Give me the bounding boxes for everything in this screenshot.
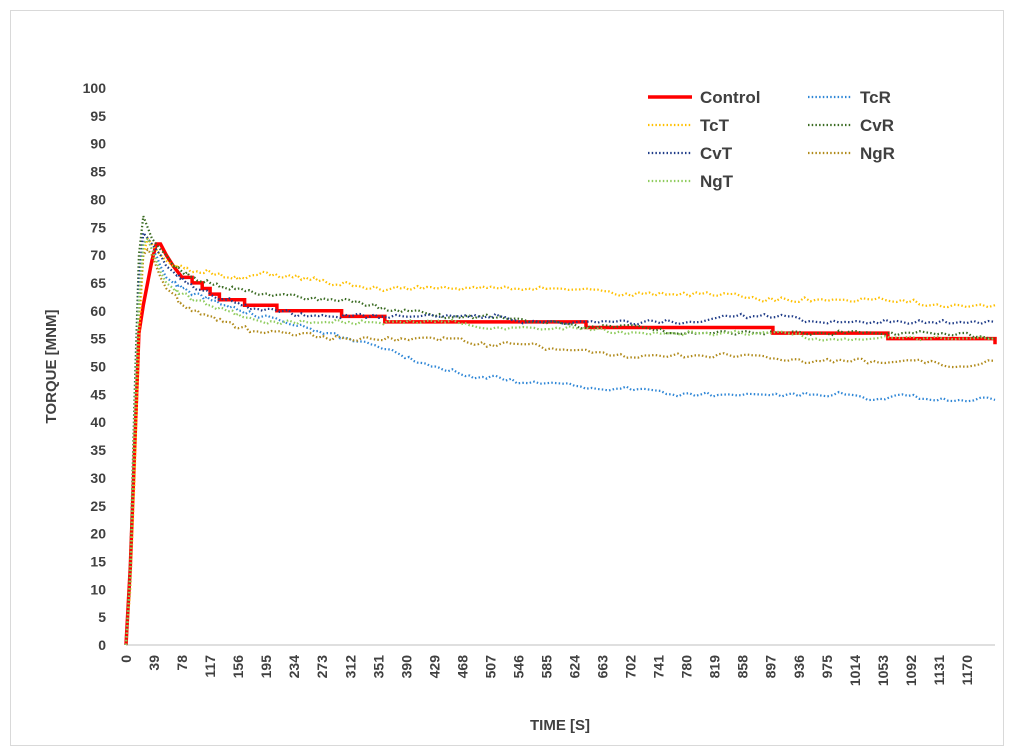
legend-label-tct: TcT <box>700 116 730 135</box>
y-tick-label: 65 <box>90 275 106 291</box>
x-tick-label: 975 <box>819 655 835 679</box>
x-tick-label: 429 <box>426 655 442 679</box>
y-tick-label: 25 <box>90 498 106 514</box>
x-tick-label: 1131 <box>931 655 947 686</box>
x-tick-label: 234 <box>286 655 302 679</box>
series-cvr-line <box>124 215 996 646</box>
y-tick-label: 85 <box>90 164 106 180</box>
legend-label-tcr: TcR <box>860 88 891 107</box>
x-tick-label: 780 <box>679 655 695 679</box>
y-tick-label: 90 <box>90 136 106 152</box>
y-tick-label: 0 <box>98 637 106 653</box>
x-tick-label: 390 <box>398 655 414 679</box>
x-tick-label: 546 <box>510 655 526 679</box>
series-cvt-line <box>124 229 996 646</box>
legend-label-ngr: NgR <box>860 144 895 163</box>
y-tick-label: 75 <box>90 219 106 235</box>
y-tick-label: 50 <box>90 359 106 375</box>
series-lines <box>124 215 997 646</box>
y-tick-label: 5 <box>98 609 106 625</box>
x-tick-label: 936 <box>791 655 807 679</box>
y-axis-title: TORQUE [MNM] <box>43 310 60 424</box>
x-tick-label: 1014 <box>847 655 863 686</box>
y-tick-label: 40 <box>90 414 106 430</box>
y-tick-label: 20 <box>90 526 106 542</box>
x-tick-label: 0 <box>118 655 134 663</box>
y-tick-label: 45 <box>90 386 106 402</box>
x-tick-label: 156 <box>230 655 246 679</box>
chart-frame <box>10 10 1004 746</box>
y-tick-label: 10 <box>90 581 106 597</box>
y-tick-label: 100 <box>83 80 107 96</box>
series-ngr-line <box>124 247 996 646</box>
x-tick-label: 819 <box>707 655 723 679</box>
x-tick-label: 1053 <box>875 655 891 686</box>
x-tick-label: 468 <box>454 655 470 679</box>
y-tick-label: 80 <box>90 191 106 207</box>
y-tick-label: 30 <box>90 470 106 486</box>
x-tick-label: 585 <box>538 655 554 679</box>
x-tick-label: 507 <box>482 655 498 679</box>
x-tick-label: 663 <box>595 655 611 679</box>
x-tick-label: 312 <box>342 655 358 679</box>
x-tick-label: 741 <box>651 655 667 679</box>
x-tick-label: 1170 <box>959 655 975 686</box>
legend-label-ngt: NgT <box>700 172 734 191</box>
legend: Control TcR TcT CvR CvT NgR NgT <box>648 88 895 191</box>
y-tick-label: 70 <box>90 247 106 263</box>
y-tick-labels: 0 5 10 15 20 25 30 35 40 45 50 55 60 65 70 75 80 85 90 95 10… <box>83 80 107 653</box>
x-tick-label: 624 <box>567 655 583 679</box>
x-axis-title: TIME [S] <box>530 717 590 734</box>
x-tick-label: 117 <box>202 655 218 678</box>
x-tick-label: 897 <box>763 655 779 679</box>
series-ngt-line <box>124 236 996 646</box>
y-tick-label: 60 <box>90 303 106 319</box>
y-tick-label: 15 <box>90 553 106 569</box>
x-tick-label: 78 <box>174 655 190 671</box>
x-tick-label: 702 <box>623 655 639 679</box>
x-tick-labels: 0 39 78 117 156 195 234 273 312 351 390 429 468 507 54… <box>118 655 975 686</box>
legend-label-control: Control <box>700 88 760 107</box>
legend-label-cvt: CvT <box>700 144 733 163</box>
y-tick-label: 95 <box>90 108 106 124</box>
x-tick-label: 273 <box>314 655 330 679</box>
x-tick-label: 858 <box>735 655 751 679</box>
series-control-line <box>124 242 997 646</box>
legend-label-cvr: CvR <box>860 116 894 135</box>
x-tick-label: 1092 <box>903 655 919 686</box>
x-tick-label: 39 <box>146 655 162 671</box>
x-tick-label: 351 <box>370 655 386 679</box>
y-tick-label: 35 <box>90 442 106 458</box>
y-tick-label: 55 <box>90 331 106 347</box>
x-tick-label: 195 <box>258 655 274 679</box>
series-tct-line <box>124 235 996 646</box>
